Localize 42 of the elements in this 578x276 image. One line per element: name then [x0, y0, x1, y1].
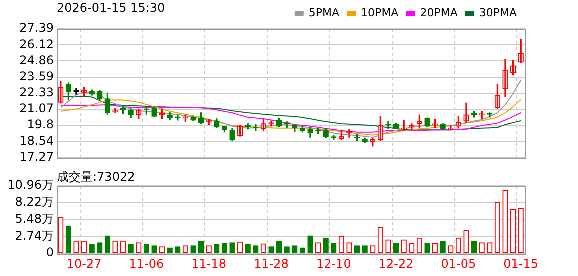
y-tick-label: 21.07 [20, 102, 54, 116]
bar [97, 242, 103, 254]
legend-label: 10PMA [361, 6, 400, 20]
bar [331, 243, 337, 254]
x-tick-label: 01-05 [441, 256, 476, 271]
bar [424, 243, 430, 254]
x-tick-label: 11-28 [254, 256, 289, 271]
y-tick-label: 27.39 [20, 21, 54, 36]
bar [276, 240, 282, 254]
chart-title: 成交量:73022 [57, 169, 136, 186]
chart-title: 2026-01-15 15:30 [57, 1, 166, 15]
y-tick-label: 26.12 [20, 37, 54, 52]
y-tick-label: 8.22万 [15, 195, 54, 210]
x-tick-label: 12-22 [378, 256, 414, 271]
legend-label: 30PMA [479, 6, 518, 20]
y-tick-label: 23.59 [20, 69, 54, 84]
bar [222, 243, 228, 254]
bar [66, 226, 72, 254]
legend-label: 5PMA [308, 6, 340, 20]
x-tick-label: 11-06 [129, 256, 164, 271]
y-tick-label: 10.96万 [8, 178, 54, 192]
legend-label: 20PMA [420, 6, 458, 20]
y-tick-label: 22.33 [20, 86, 54, 100]
bar [440, 240, 446, 254]
y-tick-label: 2.74万 [15, 228, 54, 243]
y-tick-label: 17.27 [20, 150, 54, 164]
y-tick-label: 19.8 [27, 118, 54, 132]
x-tick-label: 12-10 [316, 256, 352, 271]
bar [308, 236, 314, 254]
bar [323, 238, 329, 254]
y-tick-label: 0 [46, 246, 54, 260]
y-tick-label: 5.48万 [15, 212, 54, 226]
bar [104, 236, 111, 254]
y-tick-label: 18.54 [20, 134, 54, 148]
x-tick-label: 10-27 [66, 256, 102, 271]
bar [198, 240, 204, 254]
x-tick-label: 01-15 [504, 256, 539, 271]
bar [393, 243, 400, 254]
bar [230, 242, 236, 254]
bar [471, 240, 478, 254]
y-tick-label: 24.86 [20, 53, 54, 68]
x-tick-label: 11-18 [192, 256, 227, 271]
